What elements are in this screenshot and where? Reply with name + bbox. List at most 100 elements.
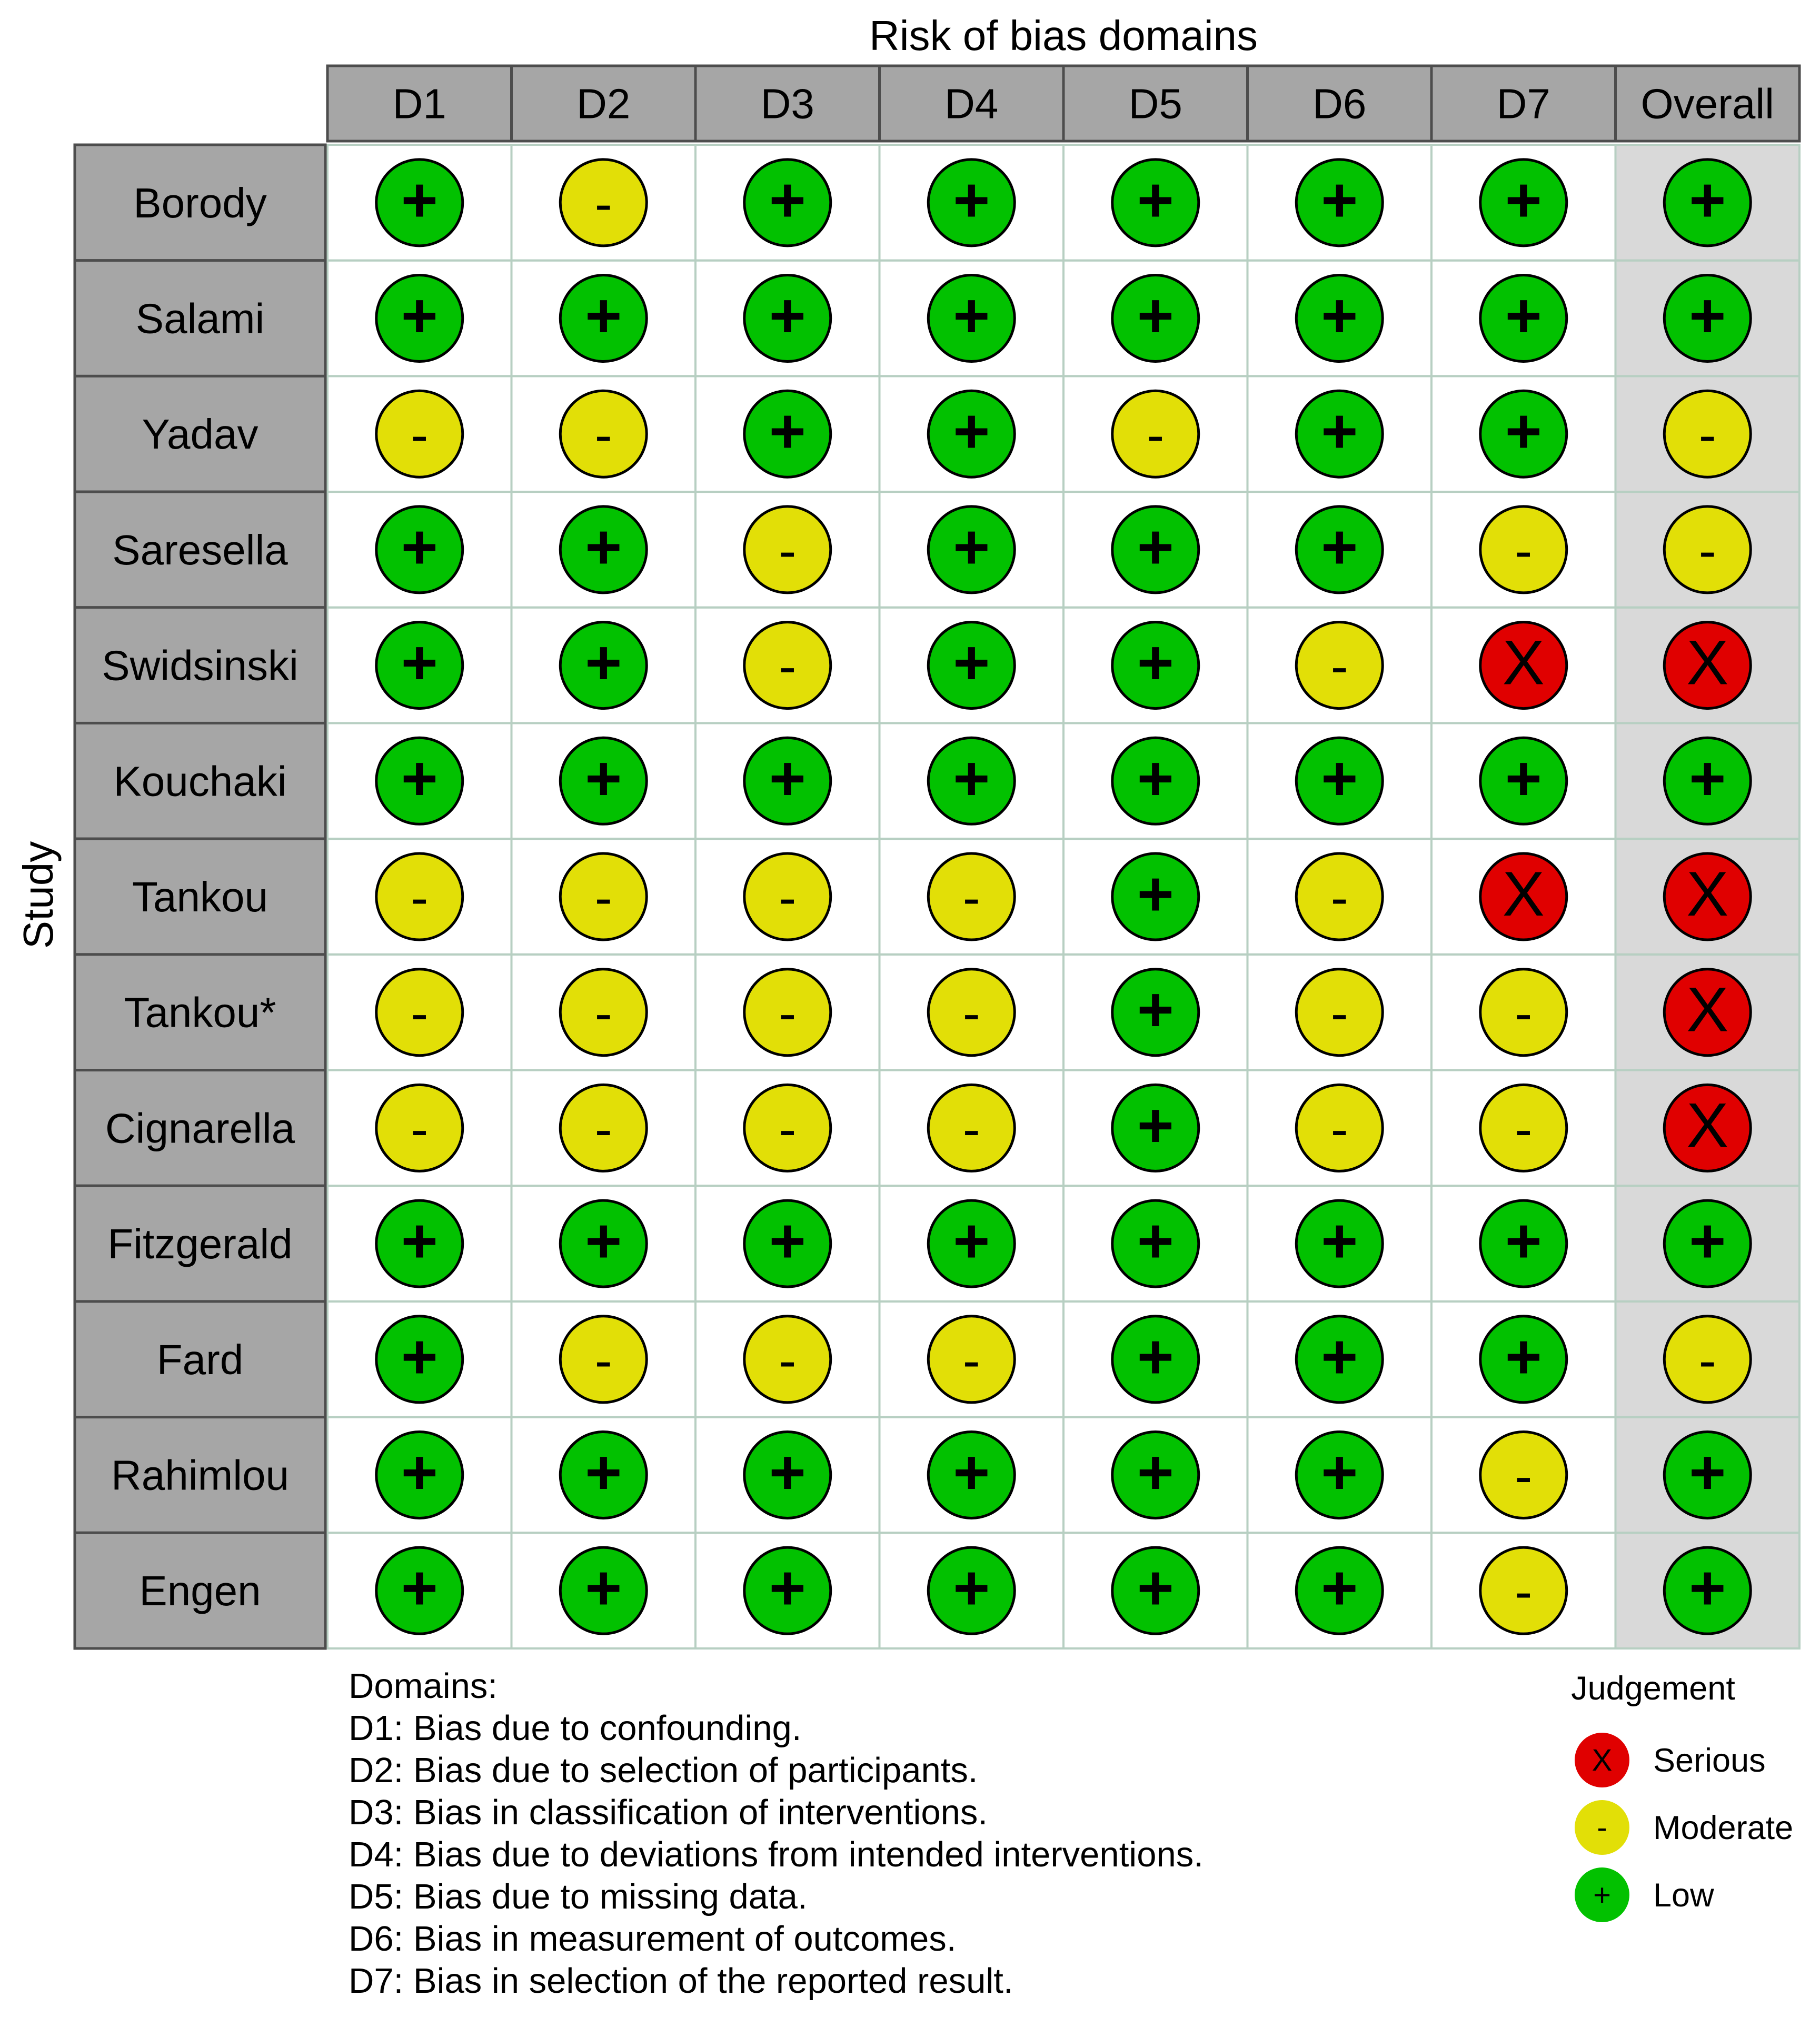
- study-label: Tankou: [132, 873, 268, 920]
- judgement-symbol: +: [1321, 1206, 1358, 1276]
- judgement-circle: [1111, 1083, 1200, 1173]
- study-label: Engen: [139, 1567, 261, 1614]
- judgement-symbol: +: [953, 512, 990, 582]
- judgement-circle: [1111, 1199, 1200, 1288]
- judgement-circle: [1295, 1199, 1384, 1288]
- judgement-circle: [1295, 505, 1384, 594]
- judgement-circle: [743, 505, 832, 594]
- judgement-symbol: -: [595, 1099, 612, 1158]
- judgement-circle: [743, 1083, 832, 1173]
- column-header-cell: [510, 64, 697, 143]
- judgement-circle: [1111, 1546, 1200, 1635]
- judgement-circle: [927, 505, 1016, 594]
- judgement-circle: [375, 621, 464, 710]
- judgement-symbol: +: [1137, 628, 1174, 698]
- judgement-symbol: +: [769, 165, 806, 235]
- judgement-circle: [1295, 736, 1384, 826]
- judgement-symbol: +: [1321, 512, 1358, 582]
- column-header-label: D7: [1497, 81, 1550, 127]
- judgement-symbol: +: [1505, 1206, 1542, 1276]
- judgement-symbol: -: [1699, 521, 1716, 580]
- judgement-symbol: -: [411, 1099, 428, 1158]
- legend-label: Serious: [1653, 1742, 1766, 1779]
- judgement-symbol: +: [1505, 743, 1542, 813]
- judgement-symbol: +: [585, 1206, 622, 1276]
- row-label-cell: [73, 374, 327, 493]
- study-label: Borody: [133, 180, 266, 226]
- domains-heading: Domains:: [349, 1666, 498, 1706]
- domain-description: D6: Bias in measurement of outcomes.: [349, 1919, 956, 1959]
- judgement-circle: [559, 852, 648, 941]
- judgement-symbol: -: [1515, 521, 1532, 580]
- judgement-symbol: +: [401, 743, 438, 813]
- judgement-circle: [1479, 1546, 1568, 1635]
- study-label: Salami: [136, 295, 265, 342]
- judgement-circle: [927, 389, 1016, 479]
- row-label-cell: [73, 837, 327, 956]
- judgement-circle: [1479, 389, 1568, 479]
- judgement-symbol: -: [779, 637, 796, 696]
- judgement-symbol: +: [1321, 1553, 1358, 1623]
- row-label-cell: [73, 143, 327, 262]
- judgement-symbol: -: [595, 174, 612, 233]
- judgement-symbol: +: [401, 1322, 438, 1392]
- judgement-circle: [743, 1546, 832, 1635]
- judgement-circle: [1111, 1430, 1200, 1519]
- judgement-symbol: +: [585, 281, 622, 351]
- judgement-symbol: +: [1137, 859, 1174, 929]
- judgement-symbol: -: [1331, 868, 1348, 927]
- legend-label: Moderate: [1653, 1810, 1793, 1846]
- judgement-symbol: +: [1689, 281, 1726, 351]
- judgement-circle: [559, 389, 648, 479]
- judgement-symbol: -: [1699, 405, 1716, 464]
- domain-description: D4: Bias due to deviations from intended…: [349, 1835, 1204, 1874]
- judgement-symbol: -: [1331, 1099, 1348, 1158]
- judgement-symbol: -: [595, 405, 612, 464]
- judgement-circle: [1295, 621, 1384, 710]
- judgement-circle: [1663, 736, 1752, 826]
- column-header-cell: [1614, 64, 1801, 143]
- domain-description: D5: Bias due to missing data.: [349, 1877, 807, 1916]
- judgement-circle: [927, 621, 1016, 710]
- judgement-symbol: X: [1686, 859, 1728, 929]
- judgement-circle: [559, 1546, 648, 1635]
- judgement-circle: [927, 1199, 1016, 1288]
- column-header-label: D2: [576, 81, 630, 127]
- judgement-symbol: -: [1331, 637, 1348, 696]
- judgement-circle: [375, 736, 464, 826]
- judgement-symbol: X: [1686, 1090, 1728, 1160]
- judgement-circle: [1295, 1315, 1384, 1404]
- judgement-circle: [743, 389, 832, 479]
- legend-swatch: [1575, 1867, 1629, 1922]
- judgement-symbol: +: [769, 1437, 806, 1507]
- judgement-circle: [927, 1315, 1016, 1404]
- judgement-circle: [1663, 1199, 1752, 1288]
- judgement-symbol: +: [1689, 165, 1726, 235]
- judgement-symbol: +: [1137, 743, 1174, 813]
- judgement-circle: [1295, 852, 1384, 941]
- judgement-symbol: +: [401, 165, 438, 235]
- row-label-cell: [73, 1531, 327, 1650]
- judgement-symbol: -: [1515, 1099, 1532, 1158]
- judgement-circle: [1663, 274, 1752, 363]
- judgement-symbol: -: [1147, 405, 1164, 464]
- judgement-symbol: +: [585, 628, 622, 698]
- judgement-circle: [1111, 852, 1200, 941]
- judgement-circle: [743, 1199, 832, 1288]
- judgement-circle: [559, 736, 648, 826]
- judgement-circle: [1663, 1315, 1752, 1404]
- judgement-circle: [1295, 1546, 1384, 1635]
- judgement-symbol: +: [1137, 1090, 1174, 1160]
- judgement-circle: [375, 1199, 464, 1288]
- judgement-symbol: -: [779, 521, 796, 580]
- legend-symbol: +: [1593, 1878, 1611, 1912]
- domain-description: D7: Bias in selection of the reported re…: [349, 1961, 1013, 2001]
- judgement-circle: [743, 1315, 832, 1404]
- judgement-symbol: +: [1137, 281, 1174, 351]
- judgement-symbol: +: [1137, 1206, 1174, 1276]
- judgement-circle: [559, 1315, 648, 1404]
- study-label: Tankou*: [124, 989, 276, 1036]
- judgement-circle: [1479, 968, 1568, 1057]
- judgement-symbol: +: [769, 1553, 806, 1623]
